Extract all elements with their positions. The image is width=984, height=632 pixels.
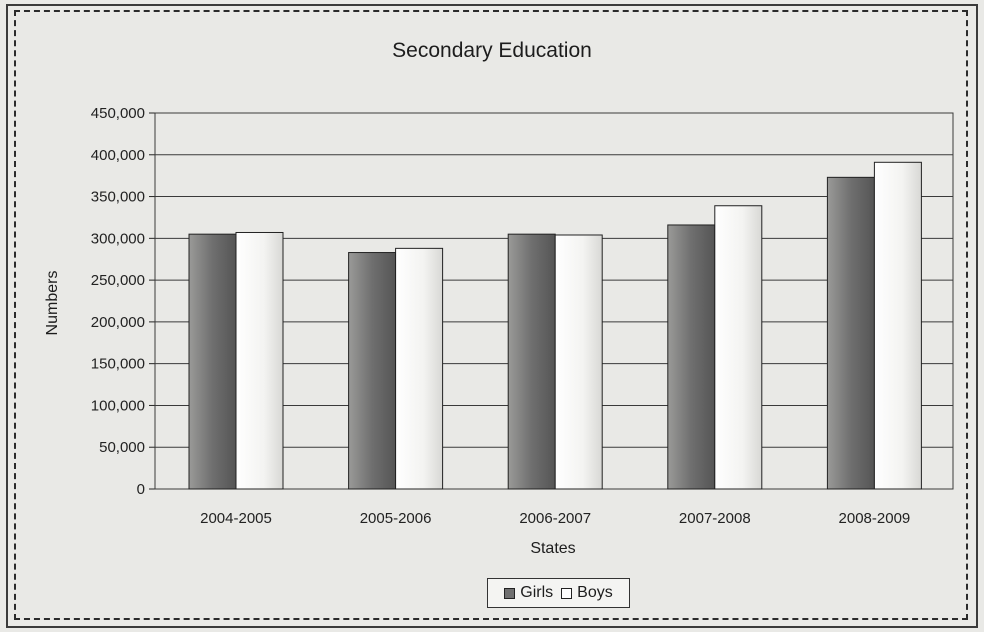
legend-swatch-girls <box>504 587 516 599</box>
bar-girls-2008-2009 <box>826 176 875 490</box>
bar-girls-2007-2008 <box>667 224 716 490</box>
chart-frame <box>14 10 968 620</box>
x-tick-label: 2007-2008 <box>679 510 751 527</box>
bar-girls-2006-2007 <box>507 233 556 490</box>
chart-title: Secondary Education <box>392 39 592 62</box>
legend-label-girls: Girls <box>520 584 554 601</box>
bar-girls-2004-2005 <box>188 233 237 490</box>
bar-boys-2005-2006 <box>395 247 444 490</box>
y-tick-labels: 0 50,000 100,000 150,000 200,000 250,000 300,0… <box>91 105 145 498</box>
y-tick-label: 200,000 <box>91 314 145 331</box>
x-tick-label: 2004-2005 <box>200 510 272 527</box>
y-tick-label: 400,000 <box>91 147 145 164</box>
legend-item-girls: Girls <box>504 584 553 602</box>
bar-boys-2007-2008 <box>714 205 763 490</box>
bars <box>188 161 922 490</box>
y-axis-title: Numbers <box>44 271 61 336</box>
y-tick-label: 50,000 <box>99 439 145 456</box>
y-tick-label: 150,000 <box>91 356 145 373</box>
x-tick-labels: 2004-2005 2005-2006 2006-2007 2007-2008 2008… <box>200 510 910 527</box>
y-tick-label: 250,000 <box>91 272 145 289</box>
bar-boys-2008-2009 <box>873 161 922 490</box>
x-tick-label: 2005-2006 <box>360 510 432 527</box>
legend-label-boys: Boys <box>577 584 613 601</box>
bar-boys-2004-2005 <box>235 231 284 490</box>
y-tick-label: 100,000 <box>91 397 145 414</box>
y-tick-label: 0 <box>137 481 145 498</box>
x-axis-title: States <box>530 540 575 557</box>
y-tick-label: 350,000 <box>91 189 145 206</box>
legend-swatch-boys <box>561 587 573 599</box>
bar-boys-2006-2007 <box>554 234 603 490</box>
legend-item-boys: Boys <box>561 584 613 602</box>
x-tick-label: 2006-2007 <box>519 510 591 527</box>
bar-girls-2005-2006 <box>348 252 397 490</box>
chart-outer-border <box>6 4 978 628</box>
legend: Girls Boys <box>487 578 630 608</box>
y-tick-label: 450,000 <box>91 105 145 122</box>
x-tick-label: 2008-2009 <box>839 510 911 527</box>
y-tick-label: 300,000 <box>91 230 145 247</box>
